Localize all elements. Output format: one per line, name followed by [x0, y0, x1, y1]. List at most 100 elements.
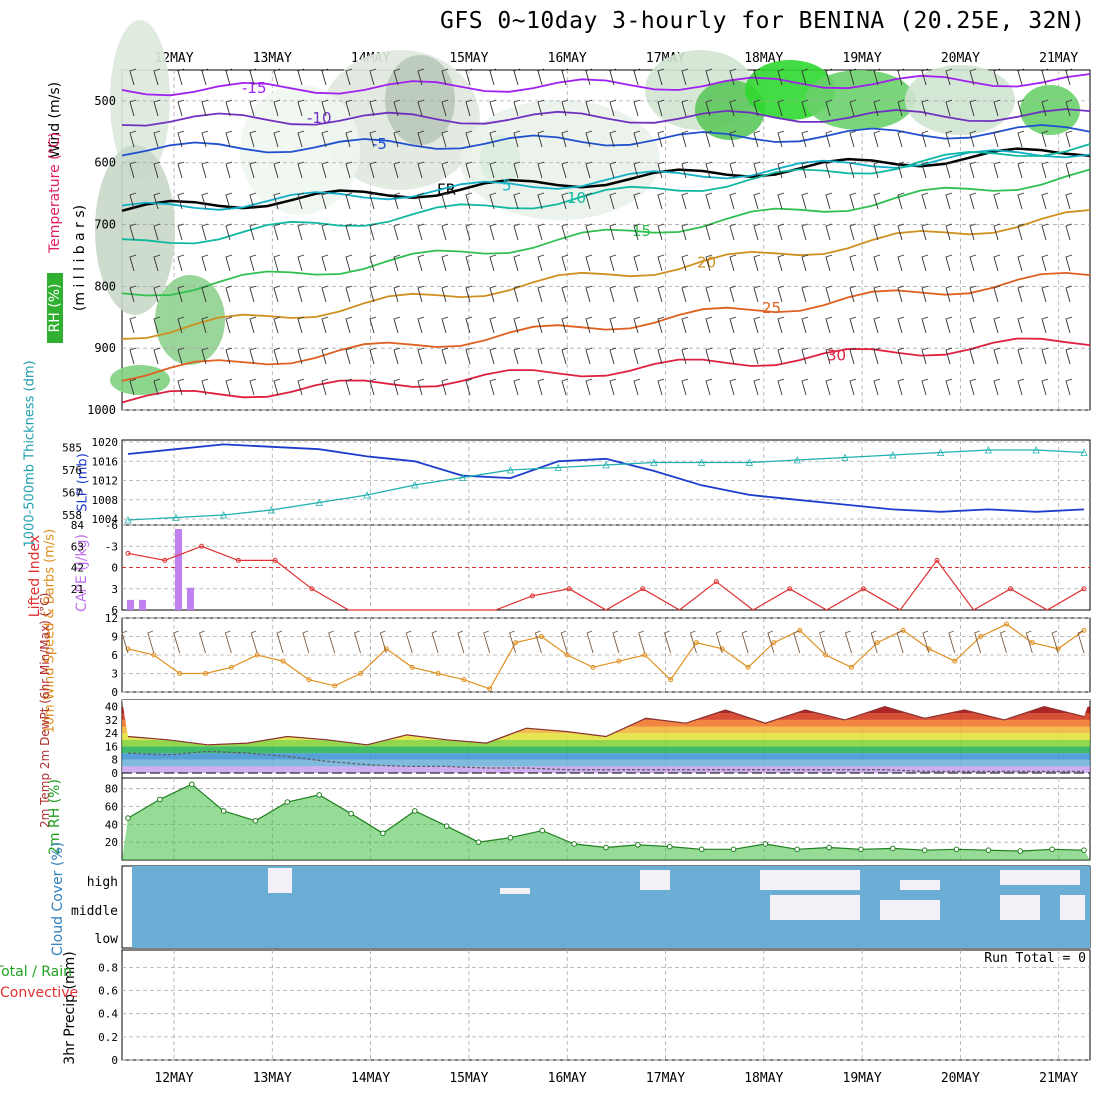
- slp-tick-1008: 1008: [92, 494, 119, 507]
- barb-10-1: [369, 99, 377, 117]
- barb-11-2: [393, 130, 401, 148]
- barb-38-4: [1041, 192, 1049, 210]
- barb-29-0: [825, 68, 833, 86]
- barb-14-8: [465, 316, 473, 334]
- barb-19-4: [585, 192, 593, 210]
- wind-barb-10m-15: [509, 630, 516, 654]
- barb-13-7: [441, 285, 449, 303]
- barb-8-4: [321, 192, 329, 210]
- barb-12-1: [417, 99, 425, 117]
- barb-38-5: [1041, 223, 1049, 241]
- thickness-point-3: [267, 506, 276, 514]
- barb-26-9: [753, 347, 761, 365]
- barb-9-7: [345, 285, 353, 303]
- barb-5-9: [249, 347, 257, 365]
- barb-1-1: [153, 99, 161, 117]
- barb-20-1: [609, 99, 617, 117]
- barb-18-9: [561, 347, 569, 365]
- wind-barb-10m-27: [819, 630, 827, 654]
- barb-39-8: [1065, 316, 1073, 334]
- rh-blob-0: [110, 20, 170, 180]
- cloud-gap-6: [880, 900, 940, 920]
- rh2m-point-3: [220, 808, 227, 814]
- top-date-label-19MAY: 19MAY: [843, 51, 882, 66]
- barb-20-2: [609, 130, 617, 148]
- barb-34-2: [945, 130, 953, 148]
- mb-tick-900: 900: [94, 341, 116, 355]
- barb-0-5: [129, 223, 137, 241]
- wind-point-24: [745, 664, 751, 670]
- barb-35-1: [969, 99, 977, 117]
- barb-6-7: [273, 285, 281, 303]
- barb-28-2: [801, 130, 809, 148]
- barb-18-2: [561, 130, 569, 148]
- barb-33-6: [921, 254, 929, 272]
- barb-28-9: [801, 347, 809, 365]
- barb-27-8: [777, 316, 785, 334]
- wind-barbs: [129, 68, 1073, 396]
- wind-point-34: [1003, 621, 1009, 627]
- barb-33-4: [921, 192, 929, 210]
- barb-0-4: [129, 192, 137, 210]
- barb-31-7: [873, 285, 881, 303]
- barb-19-7: [585, 285, 593, 303]
- slp-tick-1016: 1016: [92, 455, 119, 468]
- wind-barb-10m-33: [974, 630, 982, 654]
- barb-8-9: [321, 347, 329, 365]
- barb-32-8: [897, 316, 905, 334]
- wind-barb-10m-22: [689, 630, 697, 654]
- barb-9-10: [345, 378, 353, 396]
- bottom-date-label-19MAY: 19MAY: [843, 1071, 882, 1086]
- temp-mask: [122, 700, 1090, 745]
- barb-25-8: [729, 316, 737, 334]
- barb-23-10: [681, 378, 689, 396]
- barb-26-8: [753, 316, 761, 334]
- barb-18-8: [561, 316, 569, 334]
- barb-11-10: [393, 378, 401, 396]
- slp-tick-1012: 1012: [92, 475, 119, 488]
- barb-1-10: [153, 378, 161, 396]
- barb-19-1: [585, 99, 593, 117]
- barb-6-10: [273, 378, 281, 396]
- thick-tick-567: 567: [62, 487, 82, 500]
- barb-30-0: [849, 68, 857, 86]
- barb-7-8: [297, 316, 305, 334]
- barb-7-5: [297, 223, 305, 241]
- rh-tick-40: 40: [105, 818, 118, 831]
- wind-tick-3: 3: [111, 668, 118, 681]
- barb-34-0: [945, 68, 953, 86]
- barb-28-0: [801, 68, 809, 86]
- barb-15-8: [489, 316, 497, 334]
- barb-36-10: [993, 378, 1001, 396]
- barb-17-0: [537, 68, 545, 86]
- barb-3-4: [201, 192, 209, 210]
- cloud-level-middle: middle: [71, 904, 118, 919]
- wind-point-16: [538, 634, 544, 639]
- barb-20-3: [609, 161, 617, 179]
- barb-37-7: [1017, 285, 1025, 303]
- rh-blob-1: [95, 145, 175, 315]
- barb-33-8: [921, 316, 929, 334]
- rh-blob-2: [155, 275, 225, 365]
- isotherm-20: [121, 209, 1091, 340]
- barb-29-4: [825, 192, 833, 210]
- barb-17-5: [537, 223, 545, 241]
- barb-32-9: [897, 347, 905, 365]
- barb-25-2: [729, 130, 737, 148]
- cape-bar-1: [139, 599, 146, 610]
- barb-26-2: [753, 130, 761, 148]
- barb-9-9: [345, 347, 353, 365]
- barb-24-10: [705, 378, 713, 396]
- barb-25-0: [729, 68, 737, 86]
- barb-31-9: [873, 347, 881, 365]
- barb-9-6: [345, 254, 353, 272]
- barb-21-1: [633, 99, 641, 117]
- rh2m-point-27: [985, 847, 992, 853]
- barb-27-9: [777, 347, 785, 365]
- barb-26-3: [753, 161, 761, 179]
- barb-39-10: [1065, 378, 1073, 396]
- barb-3-9: [201, 347, 209, 365]
- wind-point-14: [487, 686, 493, 692]
- barb-6-3: [273, 161, 281, 179]
- barb-33-1: [921, 99, 929, 117]
